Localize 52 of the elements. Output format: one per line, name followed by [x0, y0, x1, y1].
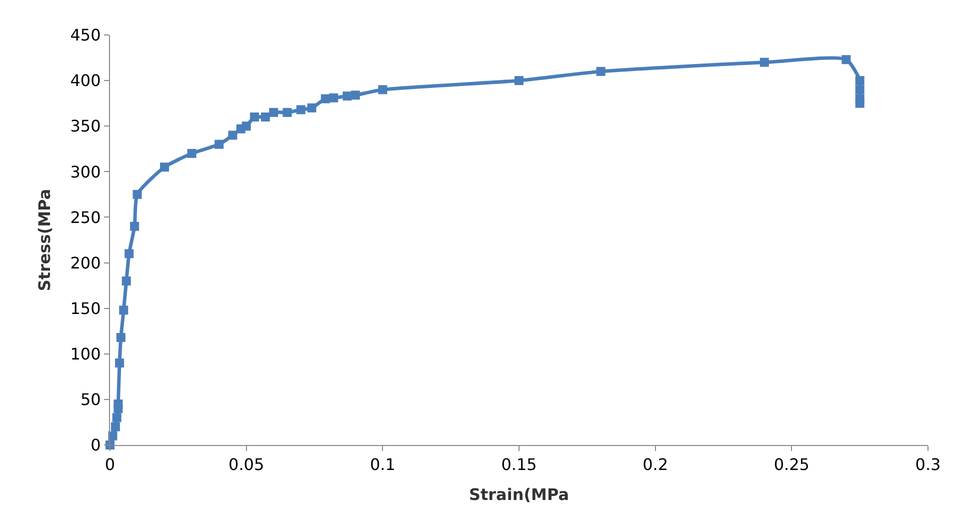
point — [116, 332, 126, 342]
point — [187, 148, 196, 158]
x-axis-title: Strain(MPa — [468, 484, 570, 504]
x-tick-label: 0 — [104, 455, 116, 474]
point — [242, 122, 251, 131]
y-tick-label: 0 — [90, 436, 101, 455]
point — [160, 162, 170, 172]
x-tick-label: 0.15 — [501, 455, 537, 474]
point — [119, 306, 128, 315]
y-tick-label: 50 — [80, 390, 101, 410]
x-tick-label: 0.1 — [370, 455, 396, 474]
y-tick-label: 100 — [70, 344, 101, 364]
point — [114, 400, 123, 408]
point — [760, 58, 769, 67]
x-tick-label: 0.05 — [228, 455, 264, 474]
y-axis-title: Stress(MPa — [35, 188, 54, 292]
point — [296, 105, 306, 114]
point — [350, 90, 360, 100]
point — [855, 85, 864, 94]
point — [115, 358, 124, 368]
point — [378, 85, 388, 94]
point — [282, 108, 292, 117]
x-tick-label: 0.25 — [774, 455, 810, 474]
point — [855, 76, 864, 86]
y-tick-label: 350 — [70, 116, 101, 136]
point — [329, 93, 338, 102]
point — [112, 413, 122, 422]
point — [260, 112, 270, 122]
point — [596, 66, 606, 76]
point — [130, 222, 140, 231]
point — [514, 76, 524, 86]
point — [855, 98, 864, 108]
point — [342, 92, 352, 101]
x-tick-label: 0.2 — [642, 455, 668, 474]
point — [110, 422, 120, 432]
x-tick-label: 0.3 — [915, 455, 941, 474]
point — [842, 55, 851, 64]
y-tick-label: 200 — [70, 253, 101, 272]
point — [214, 140, 224, 149]
point — [250, 112, 260, 122]
point — [124, 249, 134, 258]
point — [320, 94, 330, 104]
point — [269, 108, 278, 117]
y-tick-label: 450 — [70, 26, 101, 45]
point — [132, 190, 142, 199]
point — [228, 130, 238, 140]
y-tick-label: 250 — [70, 208, 101, 227]
point — [122, 276, 131, 286]
y-tick-label: 400 — [70, 71, 101, 90]
y-tick-label: 300 — [70, 162, 101, 182]
point — [307, 103, 316, 112]
y-tick-label: 150 — [70, 298, 101, 318]
